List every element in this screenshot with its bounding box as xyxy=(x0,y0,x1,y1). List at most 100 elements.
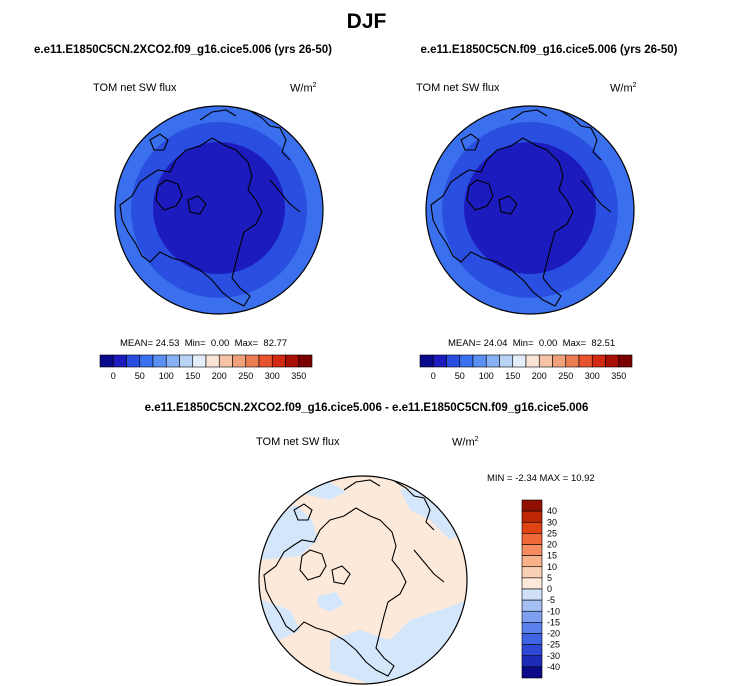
colorbar-1-swatch xyxy=(205,354,220,368)
colorbar-3-tick-label: -30 xyxy=(547,651,560,661)
colorbar-2-swatch xyxy=(446,354,461,368)
diff-panel-title: e.e11.E1850C5CN.2XCO2.f09_g16.cice5.006 … xyxy=(144,402,589,414)
colorbar-1-tick-label: 50 xyxy=(135,371,145,381)
colorbar-3-swatch xyxy=(521,521,543,534)
colorbar-2-tick-label: 50 xyxy=(455,371,465,381)
page-title: DJF xyxy=(346,10,387,33)
colorbar-1-swatch xyxy=(298,354,313,368)
colorbar-1-swatch xyxy=(218,354,233,368)
colorbar-3-tick-label: -40 xyxy=(547,662,560,672)
colorbar-1-swatch xyxy=(258,354,273,368)
colorbar-3-tick-label: -10 xyxy=(547,606,560,616)
colorbar-1-tick-label: 0 xyxy=(111,371,116,381)
colorbar-1-swatch xyxy=(112,354,127,368)
colorbar-1-swatch xyxy=(99,354,114,368)
colorbar-1-tick-label: 300 xyxy=(265,371,280,381)
colorbar-1-tick-label: 350 xyxy=(291,371,306,381)
colorbar-2-swatch xyxy=(565,354,580,368)
colorbar-3-swatch xyxy=(521,499,543,512)
map-control xyxy=(425,105,635,315)
coastlines-1 xyxy=(119,106,301,307)
colorbar-1-swatch xyxy=(192,354,207,368)
colorbar-2-tick-label: 300 xyxy=(585,371,600,381)
colorbar-panel-2: 0 50 100 150 200 250 300 350 xyxy=(419,354,633,381)
colorbar-2-tick-label: 350 xyxy=(611,371,626,381)
colorbar-3-tick-label: 25 xyxy=(547,528,557,538)
panel-2-title: e.e11.E1850C5CN.f09_g16.cice5.006 (yrs 2… xyxy=(420,44,678,56)
panel-1-title: e.e11.E1850C5CN.2XCO2.f09_g16.cice5.006 … xyxy=(34,44,332,56)
colorbar-2-swatch xyxy=(419,354,434,368)
panel-1-stats: MEAN= 24.53 Min= 0.00 Max= 82.77 xyxy=(120,338,288,349)
colorbar-3-swatch xyxy=(521,588,543,601)
colorbar-3-tick-label: -20 xyxy=(547,629,560,639)
colorbar-3-swatch xyxy=(521,622,543,634)
diff-panel-stats: MIN = -2.34 MAX = 10.92 xyxy=(487,473,595,484)
colorbar-1-swatch xyxy=(126,354,141,368)
colorbar-2-swatch xyxy=(552,354,567,368)
colorbar-3-tick-label: 40 xyxy=(547,506,557,516)
colorbar-1-swatch xyxy=(139,354,154,368)
colorbar-1-swatch xyxy=(179,354,194,368)
colorbar-3-tick-label: 20 xyxy=(547,540,557,550)
colorbar-1-swatch xyxy=(285,354,300,368)
colorbar-1-swatch xyxy=(152,354,167,368)
colorbar-3-swatch xyxy=(521,555,543,568)
colorbar-2-swatch xyxy=(432,354,447,368)
colorbar-3-swatch xyxy=(521,510,543,523)
colorbar-1-swatch xyxy=(165,354,180,368)
colorbar-3-swatch xyxy=(521,533,543,545)
panel-2-units: W/m2 xyxy=(610,82,637,95)
colorbar-3-tick-label: 30 xyxy=(547,517,557,527)
colorbar-3-tick-label: -15 xyxy=(547,617,560,627)
colorbar-1-swatch xyxy=(232,354,247,368)
colorbar-3-tick-label: 0 xyxy=(547,584,552,594)
colorbar-2-swatch xyxy=(605,354,620,368)
map-difference xyxy=(258,475,468,685)
colorbar-3-tick-label: -5 xyxy=(547,595,555,605)
colorbar-1-tick-label: 150 xyxy=(185,371,200,381)
colorbar-2-tick-label: 0 xyxy=(431,371,436,381)
colorbar-3-swatch xyxy=(521,599,543,612)
colorbar-3-swatch xyxy=(521,566,543,579)
panel-2-variable: TOM net SW flux xyxy=(416,82,500,94)
coastlines-3 xyxy=(263,476,445,677)
panel-2-stats: MEAN= 24.04 Min= 0.00 Max= 82.51 xyxy=(448,338,616,349)
colorbar-3-swatch xyxy=(521,666,543,679)
colorbar-3-tick-label: 15 xyxy=(547,551,557,561)
colorbar-1-tick-label: 100 xyxy=(159,371,174,381)
colorbar-2-swatch xyxy=(485,354,500,368)
colorbar-2-swatch xyxy=(512,354,527,368)
colorbar-1-tick-label: 250 xyxy=(238,371,253,381)
diff-panel-variable: TOM net SW flux xyxy=(256,436,340,448)
colorbar-2-swatch xyxy=(459,354,474,368)
colorbar-3-swatch xyxy=(521,644,543,657)
panel-1-units: W/m2 xyxy=(290,82,317,95)
diff-panel-units: W/m2 xyxy=(452,436,479,449)
colorbar-1-swatch xyxy=(245,354,260,368)
colorbar-1-swatch xyxy=(271,354,286,368)
colorbar-3-tick-label: -25 xyxy=(547,640,560,650)
map-2xco2 xyxy=(114,105,324,315)
colorbar-2-swatch xyxy=(472,354,487,368)
colorbar-2-tick-label: 200 xyxy=(532,371,547,381)
panel-1-variable: TOM net SW flux xyxy=(93,82,177,94)
colorbar-2-swatch xyxy=(525,354,540,368)
colorbar-1-tick-label: 200 xyxy=(212,371,227,381)
colorbar-3-swatch xyxy=(521,655,543,668)
colorbar-2-tick-label: 250 xyxy=(558,371,573,381)
colorbar-2-tick-label: 150 xyxy=(505,371,520,381)
colorbar-2-swatch xyxy=(591,354,606,368)
colorbar-3-swatch xyxy=(521,633,543,645)
colorbar-3-swatch xyxy=(521,544,543,556)
colorbar-3-swatch xyxy=(521,610,543,623)
colorbar-2-swatch xyxy=(499,354,514,368)
colorbar-3-tick-label: 5 xyxy=(547,573,552,583)
colorbar-2-swatch xyxy=(618,354,633,368)
coastlines-2 xyxy=(430,106,612,307)
colorbar-2-tick-label: 100 xyxy=(479,371,494,381)
colorbar-panel-1: 0 50 100 150 200 250 300 350 xyxy=(99,354,313,381)
colorbar-3-tick-label: 10 xyxy=(547,562,557,572)
colorbar-2-swatch xyxy=(538,354,553,368)
